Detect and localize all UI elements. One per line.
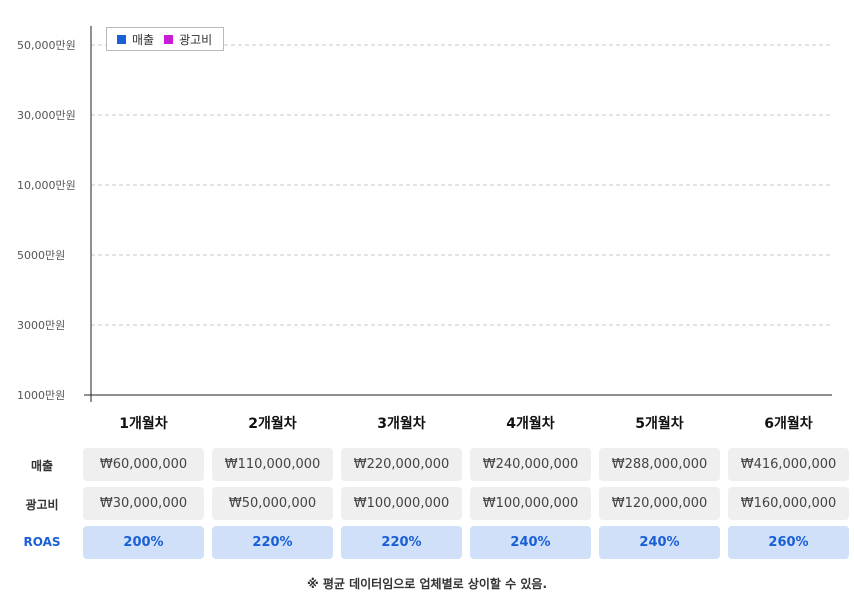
y-tick-label: 50,000만원: [17, 39, 76, 52]
table-cell: ₩416,000,000: [728, 448, 849, 481]
table-cell: 220%: [212, 526, 333, 559]
legend-swatch-sales: [117, 34, 126, 44]
x-tick-label: 2개월차: [248, 416, 297, 432]
y-tick-label: 10,000만원: [17, 179, 76, 192]
legend-label-sales: 매출: [132, 32, 155, 47]
table-row-label: 광고비: [25, 498, 59, 512]
table-cell: ₩110,000,000: [212, 448, 333, 481]
y-tick-label: 3000만원: [17, 319, 65, 332]
legend-item-ad-cost: 광고비: [164, 31, 212, 48]
table-cell: ₩30,000,000: [83, 487, 204, 520]
table-cell: ₩60,000,000: [83, 448, 204, 481]
table-cell: ₩220,000,000: [341, 448, 462, 481]
legend-item-sales: 매출: [117, 31, 154, 48]
table-cell: ₩120,000,000: [599, 487, 720, 520]
legend: 매출 광고비: [106, 27, 224, 51]
legend-swatch-ad-cost: [164, 34, 174, 44]
table-row-label: 매출: [30, 459, 54, 473]
chart: 1000만원 3000만원 5000만원 10,000만원 30,000만원 50,000…: [17, 26, 832, 402]
y-tick-label: 1000만원: [17, 389, 65, 402]
y-tick-label: 5000만원: [17, 249, 65, 262]
x-tick-label: 6개월차: [764, 416, 813, 432]
table-cell: ₩240,000,000: [470, 448, 591, 481]
x-tick-label: 3개월차: [377, 416, 426, 432]
x-tick-label: 5개월차: [635, 416, 684, 432]
table-cell: 200%: [83, 526, 204, 559]
table-cell: 240%: [599, 526, 720, 559]
table-cell: ₩100,000,000: [341, 487, 462, 520]
footnote: ※ 평균 데이터임으로 업체별로 상이할 수 있음.: [306, 577, 547, 591]
legend-label-ad-cost: 광고비: [179, 32, 213, 47]
table-cell: ₩50,000,000: [212, 487, 333, 520]
x-tick-label: 1개월차: [119, 416, 168, 432]
table-row-label: ROAS: [23, 535, 61, 549]
table-cell: 240%: [470, 526, 591, 559]
table-cell: ₩288,000,000: [599, 448, 720, 481]
table-cell: 220%: [341, 526, 462, 559]
y-tick-label: 30,000만원: [17, 109, 76, 122]
table-cell: ₩160,000,000: [728, 487, 849, 520]
table-cell: ₩100,000,000: [470, 487, 591, 520]
table-cell: 260%: [728, 526, 849, 559]
x-tick-label: 4개월차: [506, 416, 555, 432]
